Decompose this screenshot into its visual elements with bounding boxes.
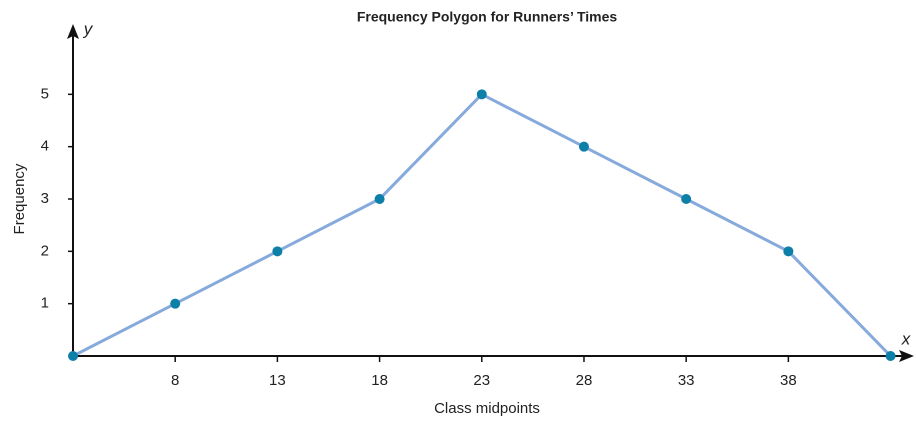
point — [272, 246, 283, 257]
chart-title: Frequency Polygon for Runners’ Times — [357, 9, 618, 25]
x-tick-label: 28 — [576, 372, 593, 389]
point — [476, 89, 487, 100]
x-tick-label: 13 — [269, 372, 286, 389]
x-tick-label: 18 — [371, 372, 388, 389]
point — [681, 194, 692, 204]
point — [170, 298, 181, 309]
y-tick-label: 1 — [41, 295, 49, 312]
y-axis-symbol: y — [83, 19, 94, 38]
x-tick-label: 8 — [171, 372, 179, 389]
point — [68, 351, 78, 361]
y-tick-label: 5 — [41, 85, 49, 102]
y-axis-arrow — [67, 24, 79, 39]
x-tick-label: 23 — [473, 372, 490, 389]
y-tick-label: 2 — [41, 242, 49, 259]
x-tick-label: 38 — [780, 372, 797, 389]
point — [374, 194, 385, 204]
x-axis-label: Class midpoints — [434, 400, 540, 417]
y-tick-label: 3 — [41, 190, 49, 207]
point — [783, 246, 794, 257]
x-tick-label: 33 — [678, 372, 695, 389]
x-axis-arrow — [899, 350, 914, 362]
point — [578, 141, 589, 152]
y-tick-label: 4 — [41, 138, 49, 155]
x-axis-symbol: x — [901, 329, 911, 348]
line — [72, 92, 892, 358]
y-axis-label: Frequency — [11, 163, 28, 234]
point — [885, 351, 896, 361]
